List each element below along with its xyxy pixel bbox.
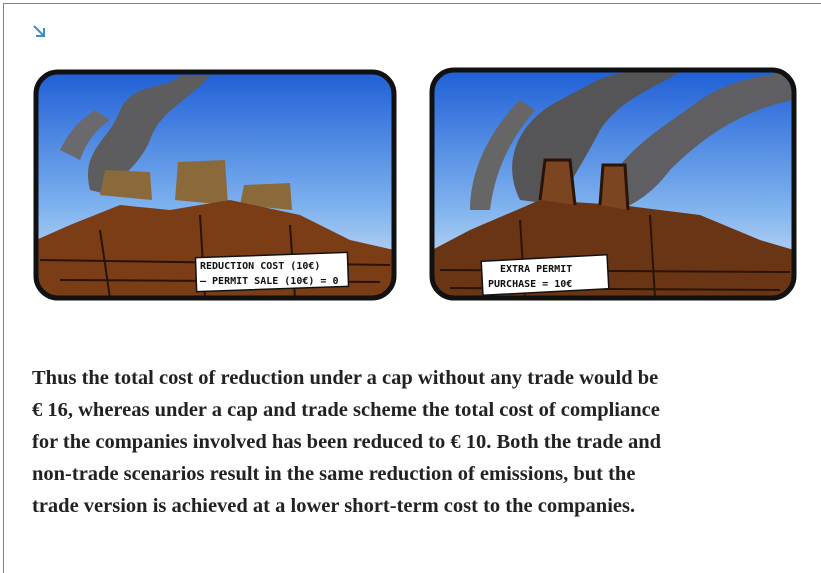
paragraph-line: non-trade scenarios result in the same r…	[32, 458, 661, 490]
caption-line: REDUCTION COST (10€)	[200, 261, 320, 272]
paragraph-line: Thus the total cost of reduction under a…	[32, 362, 661, 394]
paragraph-line: trade version is achieved at a lower sho…	[32, 490, 661, 522]
arrow-icon	[34, 26, 44, 36]
caption-line: – PERMIT SALE (10€) = 0	[200, 276, 338, 287]
paragraph-line: € 16, whereas under a cap and trade sche…	[32, 394, 661, 426]
paragraph: Thus the total cost of reduction under a…	[32, 362, 661, 522]
paragraph-line: for the companies involved has been redu…	[32, 426, 661, 458]
caption-box-2: EXTRA PERMIT PURCHASE = 10€	[481, 255, 609, 296]
caption-box-1: REDUCTION COST (10€) – PERMIT SALE (10€)…	[195, 252, 348, 291]
illustrations: REDUCTION COST (10€) – PERMIT SALE (10€)…	[0, 0, 821, 340]
caption-line: EXTRA PERMIT	[500, 264, 572, 275]
caption-line: PURCHASE = 10€	[488, 279, 572, 290]
page: REDUCTION COST (10€) – PERMIT SALE (10€)…	[0, 0, 821, 573]
